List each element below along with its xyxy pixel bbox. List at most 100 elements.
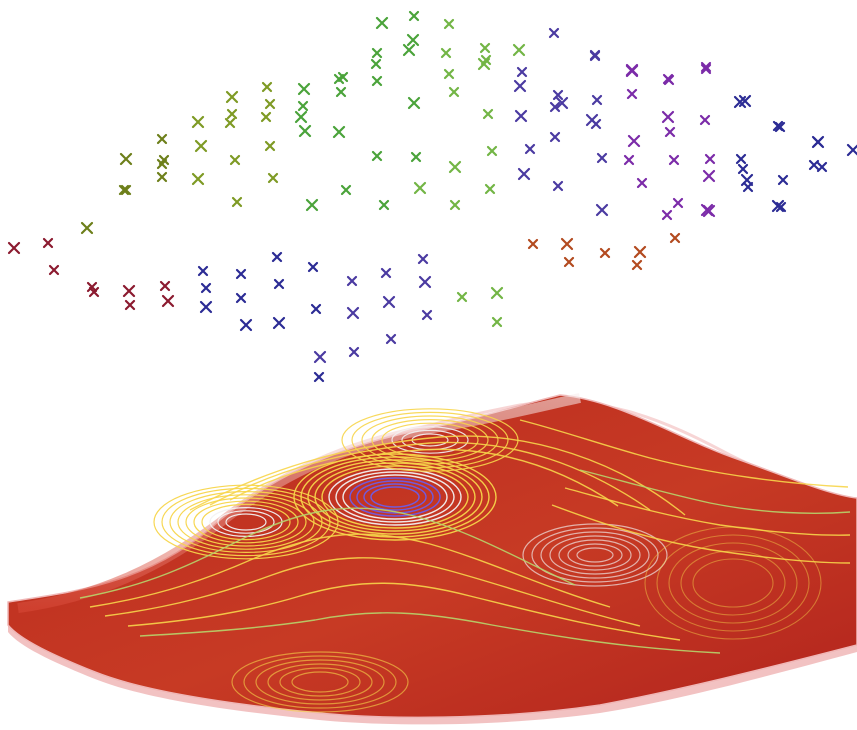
- scatter-marker: [372, 60, 380, 68]
- scatter-marker: [666, 128, 674, 136]
- scatter-marker: [638, 179, 646, 187]
- scatter-marker: [813, 137, 823, 147]
- scatter-marker: [671, 234, 679, 242]
- scatter-marker: [404, 45, 414, 55]
- scatter-marker: [565, 258, 573, 266]
- scatter-marker: [163, 296, 173, 306]
- scatter-marker: [193, 117, 203, 127]
- scatter-marker: [299, 84, 309, 94]
- scatter-marker: [237, 270, 245, 278]
- scatter-marker: [488, 147, 496, 155]
- scatter-marker: [199, 267, 207, 275]
- scatter-marker: [241, 320, 251, 330]
- scatter-marker: [226, 119, 234, 127]
- scatter-marker: [315, 373, 323, 381]
- scatter-marker: [597, 205, 607, 215]
- scatter-marker: [633, 261, 641, 269]
- scatter-marker: [481, 44, 489, 52]
- scatter-marker: [296, 112, 306, 122]
- scatter-marker: [201, 302, 211, 312]
- scatter-marker: [704, 171, 714, 181]
- scatter-marker: [309, 263, 317, 271]
- scatter-marker: [529, 240, 537, 248]
- scatter-marker: [274, 318, 284, 328]
- scatter-marker: [384, 297, 394, 307]
- scatter-marker: [273, 253, 281, 261]
- scatter-marker: [516, 111, 526, 121]
- scatter-marker: [382, 269, 390, 277]
- scatter-marker: [445, 70, 453, 78]
- scatter-marker: [515, 81, 525, 91]
- scatter-marker: [412, 153, 420, 161]
- scatter-marker: [377, 18, 387, 28]
- scatter-marker: [266, 142, 274, 150]
- scatter-marker: [519, 169, 529, 179]
- scatter-marker: [315, 352, 325, 362]
- scatter-marker: [373, 77, 381, 85]
- scatter-marker: [158, 173, 166, 181]
- scatter-marker: [196, 141, 206, 151]
- scatter-marker: [231, 156, 239, 164]
- scatter-marker: [126, 301, 134, 309]
- scatter-marker: [158, 135, 166, 143]
- scatter-marker: [551, 133, 559, 141]
- scatter-marker: [598, 154, 606, 162]
- scatter-marker: [593, 96, 601, 104]
- scatter-marker: [625, 156, 633, 164]
- surface-layer: [8, 395, 857, 724]
- scatter-marker: [193, 174, 203, 184]
- scatter-marker: [706, 155, 714, 163]
- scatter-marker: [348, 277, 356, 285]
- scatter-marker: [779, 176, 787, 184]
- scatter-marker: [227, 92, 237, 102]
- scatter-marker: [124, 286, 134, 296]
- scatter-marker: [410, 12, 418, 20]
- scatter-marker: [526, 145, 534, 153]
- scatter-marker: [342, 186, 350, 194]
- scatter-marker: [408, 35, 418, 45]
- scatter-marker: [82, 223, 92, 233]
- scatter-marker: [562, 239, 572, 249]
- scatter-marker: [739, 165, 747, 173]
- scatter-marker: [266, 100, 274, 108]
- scatter-marker: [415, 183, 425, 193]
- scatter-marker: [161, 282, 169, 290]
- scatter-marker: [334, 127, 344, 137]
- scatter-marker: [492, 288, 502, 298]
- scatter-marker: [674, 199, 682, 207]
- scatter-marker: [737, 155, 745, 163]
- scatter-marker: [312, 305, 320, 313]
- scatter-marker: [518, 68, 526, 76]
- scatter-marker: [744, 183, 752, 191]
- scatter-marker: [550, 29, 558, 37]
- scatter-marker: [300, 126, 310, 136]
- scatter-marker: [554, 182, 562, 190]
- scatter-marker: [387, 335, 395, 343]
- scatter-marker: [493, 318, 501, 326]
- scatter-marker: [663, 112, 673, 122]
- scatter-marker: [237, 294, 245, 302]
- scatter-marker: [442, 49, 450, 57]
- scatter-marker: [44, 239, 52, 247]
- scatter-marker: [299, 102, 307, 110]
- scatter-marker: [450, 162, 460, 172]
- scatter-marker: [848, 145, 857, 155]
- scatter-marker: [233, 198, 241, 206]
- scatter-marker: [373, 152, 381, 160]
- scatter-marker: [663, 211, 671, 219]
- scatter-marker: [670, 156, 678, 164]
- scatter-marker: [350, 348, 358, 356]
- scatter-marker: [635, 247, 645, 257]
- scatter-marker: [419, 255, 427, 263]
- scatter-marker: [420, 277, 430, 287]
- scatter-marker: [121, 154, 131, 164]
- scatter-marker: [263, 83, 271, 91]
- scatter-marker: [628, 90, 636, 98]
- scatter-marker: [380, 201, 388, 209]
- scatter-marker: [348, 308, 358, 318]
- scatter-marker: [458, 293, 466, 301]
- scatter-marker: [445, 20, 453, 28]
- scatter-marker: [409, 98, 419, 108]
- scatter-marker: [591, 52, 599, 60]
